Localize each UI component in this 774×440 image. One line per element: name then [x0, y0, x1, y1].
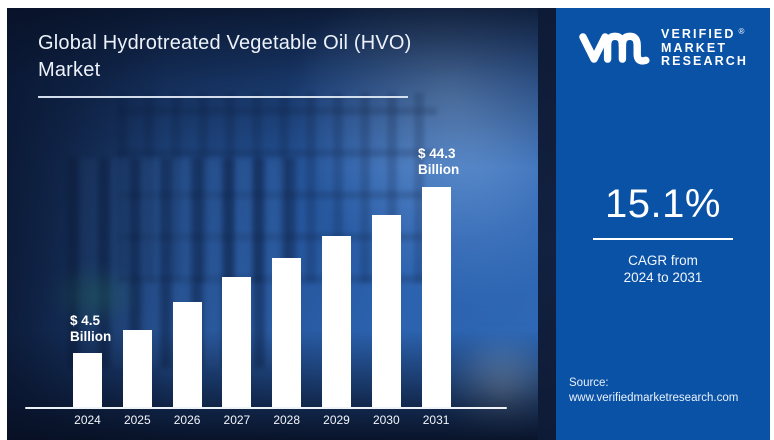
bar-2026: [172, 302, 202, 407]
panel-divider: [538, 8, 556, 440]
bar-2025: [122, 330, 152, 407]
x-tick-label-2029: 2029: [323, 413, 350, 427]
value-label-2024-amount: $ 4.5: [70, 313, 101, 328]
title-underline: [38, 96, 408, 98]
page-title: Global Hydrotreated Vegetable Oil (HVO) …: [38, 32, 412, 81]
cagr-label-line1: CAGR from: [628, 253, 698, 268]
cagr-block: 15.1% CAGR from 2024 to 2031: [556, 182, 770, 286]
x-axis-line: [25, 407, 507, 409]
vmr-monogram-icon: [579, 32, 650, 65]
logo-line-verified: VERIFIED ®: [661, 27, 747, 41]
photo-chart-panel: Global Hydrotreated Vegetable Oil (HVO) …: [7, 8, 538, 440]
vmr-logo-text: VERIFIED ® MARKET RESEARCH: [661, 24, 748, 69]
vmr-logo: VERIFIED ® MARKET RESEARCH: [556, 24, 770, 70]
value-label-2031-unit: Billion: [418, 162, 460, 177]
cagr-value: 15.1%: [605, 182, 721, 226]
logo-line-market: MARKET: [661, 40, 728, 55]
bar-2030: [371, 215, 401, 407]
registered-trademark-symbol: ®: [738, 27, 747, 36]
cagr-underline: [593, 238, 733, 240]
bar-2027: [222, 277, 252, 407]
bar-2024: [73, 353, 102, 407]
cagr-label-line2: 2024 to 2031: [623, 270, 703, 285]
source-label: Source:: [569, 377, 609, 389]
cagr-label: CAGR from 2024 to 2031: [556, 252, 770, 286]
bar-2028: [272, 258, 302, 407]
value-label-2031: $ 44.3 Billion: [418, 146, 459, 178]
x-tick-label-2027: 2027: [223, 413, 251, 427]
source-url: www.verifiedmarketresearch.com: [569, 392, 739, 404]
value-label-2024: $ 4.5 Billion: [70, 313, 111, 345]
value-label-2031-amount: $ 44.3: [418, 146, 456, 161]
logo-line-research: RESEARCH: [661, 54, 748, 68]
x-tick-label-2024: 2024: [74, 413, 101, 427]
branding-panel: VERIFIED ® MARKET RESEARCH 15.1% CAGR fro…: [556, 8, 770, 440]
value-label-2024-unit: Billion: [70, 329, 112, 344]
x-tick-label-2025: 2025: [123, 413, 151, 427]
x-tick-label-2031: 2031: [422, 413, 450, 427]
x-tick-label-2030: 2030: [372, 413, 400, 427]
bar-2031: [421, 187, 451, 407]
x-tick-label-2026: 2026: [173, 413, 201, 427]
x-tick-label-2028: 2028: [273, 413, 301, 427]
source-block: Source: www.verifiedmarketresearch.com: [569, 376, 738, 406]
infographic-card: Global Hydrotreated Vegetable Oil (HVO) …: [7, 8, 770, 440]
bar-2029: [322, 236, 351, 407]
